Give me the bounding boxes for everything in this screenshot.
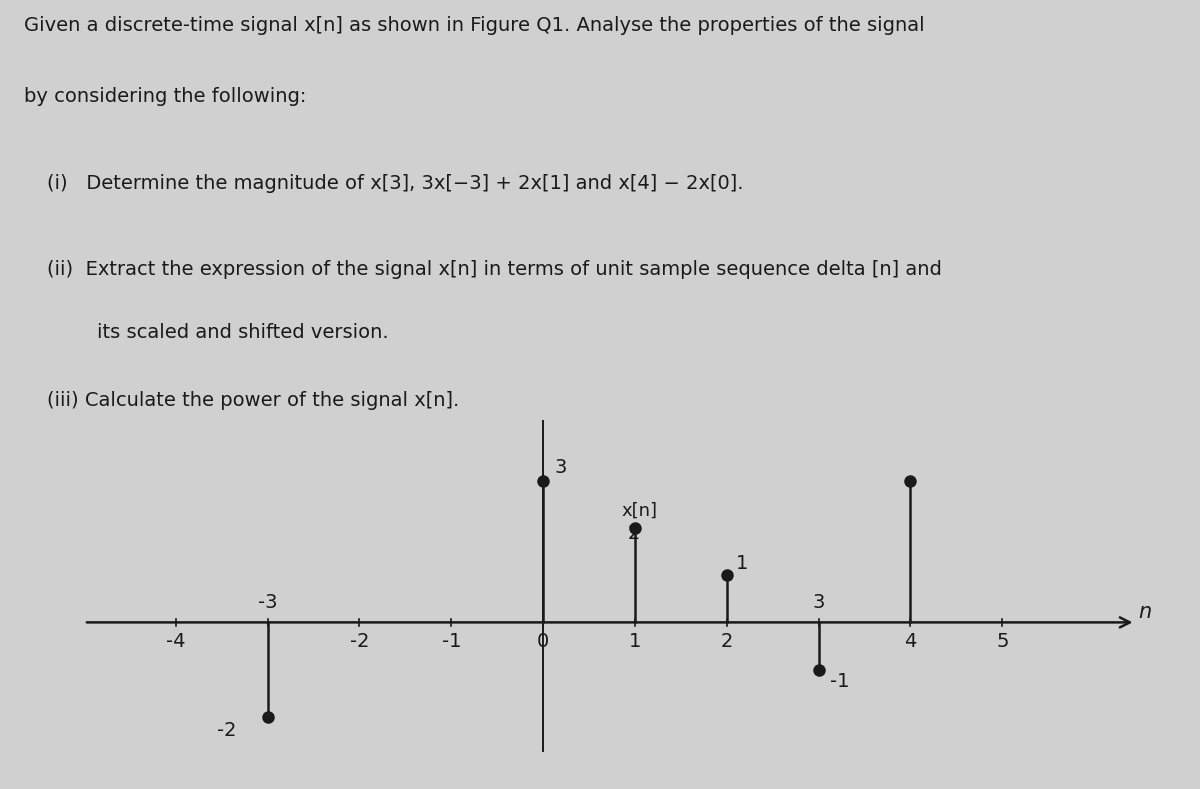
Text: -2: -2 xyxy=(217,721,236,740)
Text: -1: -1 xyxy=(442,632,461,651)
Text: 3: 3 xyxy=(554,458,566,477)
Text: 4: 4 xyxy=(905,632,917,651)
Text: (ii)  Extract the expression of the signal x[n] in terms of unit sample sequence: (ii) Extract the expression of the signa… xyxy=(47,260,942,279)
Text: x[n]: x[n] xyxy=(622,502,658,520)
Text: -4: -4 xyxy=(166,632,186,651)
Text: Given a discrete-time signal x[n] as shown in Figure Q1. Analyse the properties : Given a discrete-time signal x[n] as sho… xyxy=(24,16,925,35)
Text: n: n xyxy=(1138,602,1152,622)
Text: (iii) Calculate the power of the signal x[n].: (iii) Calculate the power of the signal … xyxy=(47,391,460,409)
Text: 2: 2 xyxy=(628,525,640,544)
Text: 1: 1 xyxy=(736,554,749,573)
Text: 2: 2 xyxy=(720,632,733,651)
Text: -2: -2 xyxy=(349,632,370,651)
Text: its scaled and shifted version.: its scaled and shifted version. xyxy=(47,323,389,342)
Text: -1: -1 xyxy=(829,672,850,691)
Text: 1: 1 xyxy=(629,632,641,651)
Text: 0: 0 xyxy=(538,632,550,651)
Text: -3: -3 xyxy=(258,593,277,612)
Text: 3: 3 xyxy=(812,593,824,612)
Text: 5: 5 xyxy=(996,632,1008,651)
Text: (i)   Determine the magnitude of x[3], 3x[−3] + 2x[1] and x[4] − 2x[0].: (i) Determine the magnitude of x[3], 3x[… xyxy=(47,174,744,193)
Text: by considering the following:: by considering the following: xyxy=(24,87,306,106)
